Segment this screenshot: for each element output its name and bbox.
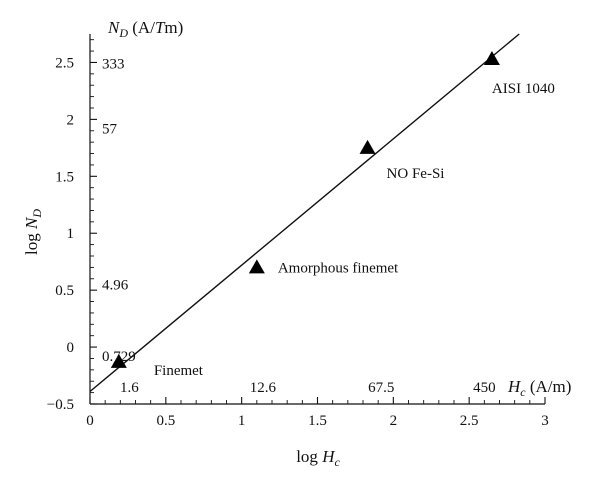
y-tick-label: 1.5 [55, 169, 74, 185]
point-label: AISI 1040 [492, 81, 555, 97]
y-tick-label: −0.5 [47, 397, 74, 413]
plot-area: 0 0.5 1 1.5 2 2.5 3 −0.5 0 0.5 1 1.5 2 2.5 Finemet Am… [47, 34, 555, 429]
x-tick-label: 3 [541, 413, 549, 429]
point-labels: Finemet Amorphous finemet NO Fe-Si AISI 104… [154, 81, 555, 379]
y-tick-label: 0 [67, 340, 75, 356]
secondary-y-tick-label: 57 [102, 121, 118, 137]
x-tick-label: 0.5 [156, 413, 175, 429]
secondary-y-tick-label: 333 [102, 56, 125, 72]
x-tick-label: 2.5 [460, 413, 479, 429]
x-tick-label: 1.5 [308, 413, 327, 429]
secondary-x-title: Hc (A/m) [507, 377, 571, 399]
regression-line [90, 34, 519, 391]
x-tick-label: 1 [238, 413, 246, 429]
point-label: Amorphous finemet [278, 260, 399, 276]
data-point-triangle [360, 140, 376, 154]
data-point-triangle [484, 51, 500, 65]
point-label: Finemet [154, 363, 204, 379]
secondary-x-tick-label: 1.6 [120, 380, 139, 396]
secondary-x-labels: 1.6 12.6 67.5 450 [120, 380, 496, 396]
x-tick-label: 0 [86, 413, 94, 429]
secondary-x-tick-label: 450 [473, 380, 496, 396]
x-tick-label: 2 [390, 413, 398, 429]
secondary-y-tick-label: 4.96 [102, 277, 129, 293]
y-tick-label: 2.5 [55, 55, 74, 71]
x-axis-ticks: 0 0.5 1 1.5 2 2.5 3 [86, 397, 549, 429]
point-label: NO Fe-Si [387, 166, 445, 182]
y-axis-title: log ND [22, 209, 44, 255]
y-tick-label: 2 [67, 112, 75, 128]
secondary-x-tick-label: 12.6 [250, 380, 277, 396]
secondary-y-title: ND (A/Tm) [107, 18, 183, 40]
y-tick-label: 1 [67, 226, 75, 242]
secondary-y-tick-label: 0.729 [102, 349, 136, 365]
y-tick-label: 0.5 [55, 283, 74, 299]
secondary-y-labels: 333 57 4.96 0.729 [102, 56, 136, 365]
secondary-x-tick-label: 67.5 [368, 380, 394, 396]
x-axis-title: log Hc [296, 447, 340, 469]
data-point-triangle [249, 259, 265, 273]
